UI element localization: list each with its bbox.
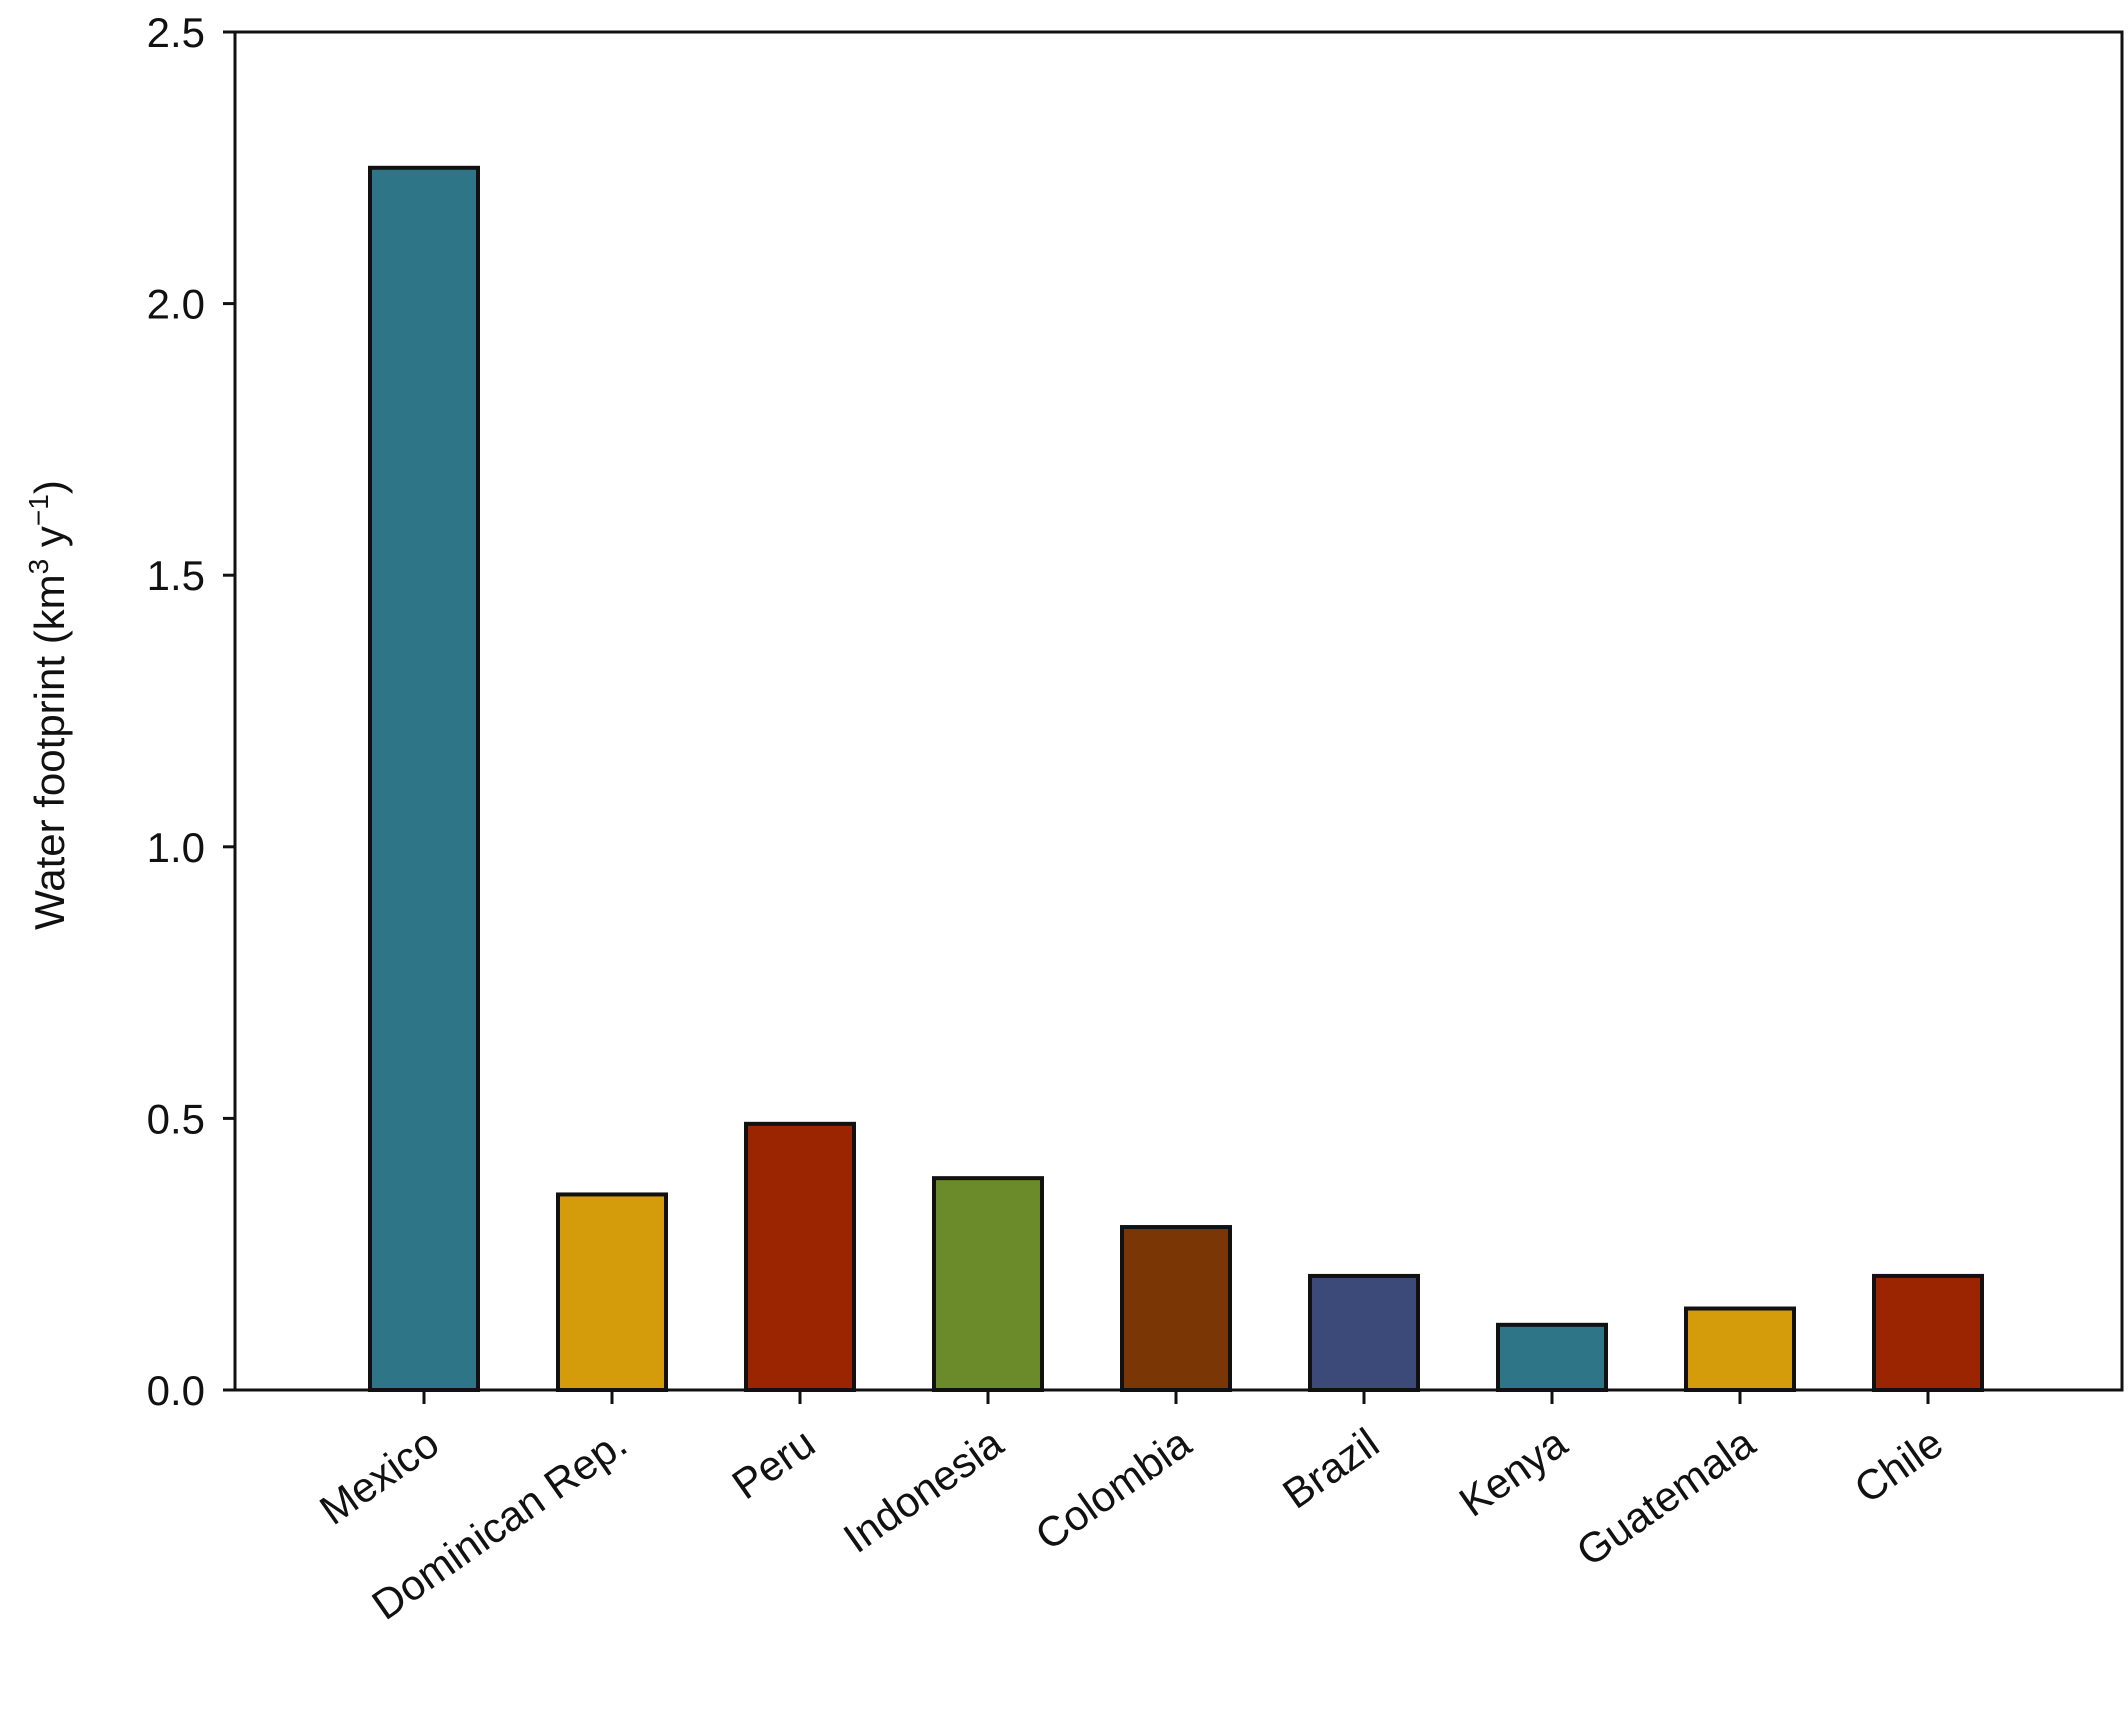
x-tick-label: Peru bbox=[724, 1419, 824, 1508]
y-axis-label: Water footprint (km3 y−1) bbox=[23, 480, 73, 930]
x-tick-label: Guatemala bbox=[1568, 1419, 1764, 1576]
bar-dominican-rep bbox=[556, 1192, 668, 1392]
plot-border bbox=[233, 30, 2124, 1392]
bar-chile bbox=[1872, 1273, 1984, 1392]
y-tick-label: 1.0 bbox=[147, 824, 205, 871]
x-tick-label: Mexico bbox=[311, 1419, 447, 1534]
bar-brazil bbox=[1308, 1273, 1420, 1392]
bar-peru bbox=[744, 1121, 856, 1393]
y-axis-ticks: 0.0 0.5 1.0 1.5 2.0 2.5 bbox=[147, 9, 235, 1414]
y-tick-label: 0.5 bbox=[147, 1095, 205, 1142]
plot-frame bbox=[233, 30, 2124, 1392]
y-tick-label: 2.5 bbox=[147, 9, 205, 56]
x-axis-ticks bbox=[422, 1390, 1930, 1404]
bars bbox=[368, 165, 1984, 1393]
bar-kenya bbox=[1496, 1322, 1608, 1393]
x-tick-label: Colombia bbox=[1027, 1419, 1200, 1560]
y-axis-label-sup2: −1 bbox=[23, 494, 54, 526]
bar-guatemala bbox=[1684, 1306, 1796, 1393]
y-axis-label-sup1: 3 bbox=[23, 559, 54, 575]
y-tick-label: 2.0 bbox=[147, 281, 205, 328]
y-axis-label-prefix: Water footprint (km bbox=[26, 574, 73, 930]
y-axis-label-suffix: ) bbox=[26, 480, 73, 494]
x-tick-label: Kenya bbox=[1451, 1419, 1576, 1526]
bar-colombia bbox=[1120, 1225, 1232, 1393]
bar-mexico bbox=[368, 165, 480, 1392]
x-tick-label: Chile bbox=[1846, 1419, 1951, 1512]
y-axis-label-middle: y bbox=[26, 526, 73, 559]
x-tick-label: Indonesia bbox=[835, 1419, 1012, 1562]
y-tick-label: 0.0 bbox=[147, 1367, 205, 1414]
bar-indonesia bbox=[932, 1176, 1044, 1392]
y-tick-label: 1.5 bbox=[147, 552, 205, 599]
x-tick-label: Brazil bbox=[1274, 1419, 1387, 1518]
